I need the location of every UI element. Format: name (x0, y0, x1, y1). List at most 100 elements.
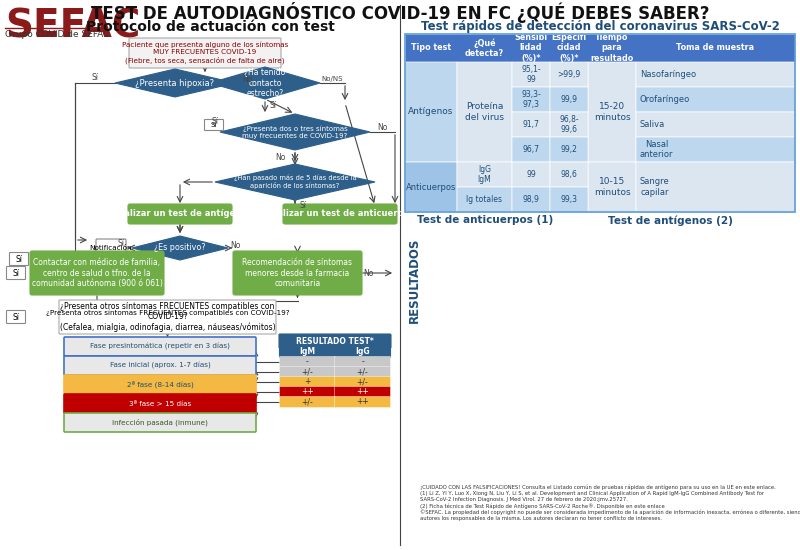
FancyBboxPatch shape (64, 356, 256, 375)
Text: +/-: +/- (302, 367, 314, 377)
Text: Test de anticuerpos (1): Test de anticuerpos (1) (417, 215, 553, 225)
Text: Proteína
del virus: Proteína del virus (465, 102, 504, 122)
Text: Paciente que presenta alguno de los síntomas
MUY FRECUENTES COVID-19
(Fiebre, to: Paciente que presenta alguno de los sínt… (122, 42, 288, 64)
FancyBboxPatch shape (550, 137, 588, 162)
Text: No: No (377, 124, 387, 133)
FancyBboxPatch shape (636, 62, 795, 87)
Text: 3ª fase > 15 días: 3ª fase > 15 días (129, 400, 191, 406)
FancyBboxPatch shape (457, 162, 512, 187)
FancyBboxPatch shape (588, 62, 636, 162)
FancyBboxPatch shape (10, 252, 29, 266)
Text: Sí: Sí (117, 239, 124, 248)
Text: 98,6: 98,6 (561, 170, 578, 179)
FancyBboxPatch shape (636, 87, 795, 112)
FancyBboxPatch shape (334, 366, 390, 377)
Text: Fase inicial (aprox. 1-7 días): Fase inicial (aprox. 1-7 días) (110, 362, 210, 369)
FancyBboxPatch shape (279, 346, 335, 358)
Text: Sí: Sí (91, 74, 98, 82)
Text: Especifi
cidad
(%)*: Especifi cidad (%)* (551, 33, 586, 63)
Polygon shape (132, 236, 228, 260)
FancyBboxPatch shape (128, 204, 232, 224)
FancyBboxPatch shape (405, 162, 457, 212)
Text: -: - (361, 358, 364, 366)
Text: +: + (304, 377, 310, 387)
Polygon shape (215, 164, 375, 200)
FancyBboxPatch shape (6, 267, 26, 279)
Text: RESULTADOS: RESULTADOS (408, 237, 421, 323)
Text: 10-15
minutos: 10-15 minutos (594, 177, 630, 197)
Text: No: No (230, 240, 240, 250)
Text: 99,3: 99,3 (561, 195, 578, 204)
FancyBboxPatch shape (64, 394, 256, 413)
Text: ¿Presenta dos o tres síntomas
muy frecuentes de COVID-19?: ¿Presenta dos o tres síntomas muy frecue… (242, 125, 348, 139)
FancyBboxPatch shape (550, 112, 588, 137)
Text: 99,2: 99,2 (561, 145, 578, 154)
FancyBboxPatch shape (30, 251, 164, 295)
FancyBboxPatch shape (279, 366, 335, 377)
FancyBboxPatch shape (512, 62, 550, 87)
Text: -: - (306, 358, 309, 366)
Text: Tipo test: Tipo test (411, 43, 451, 52)
Text: Tiempo
para
resultado: Tiempo para resultado (590, 33, 634, 63)
FancyBboxPatch shape (129, 38, 281, 68)
FancyBboxPatch shape (636, 137, 795, 162)
Text: No: No (363, 268, 373, 278)
FancyBboxPatch shape (550, 187, 588, 212)
FancyBboxPatch shape (512, 87, 550, 112)
Text: ¿Presenta hipoxia?: ¿Presenta hipoxia? (135, 79, 214, 87)
Text: No: No (275, 152, 285, 162)
Text: ¿Qué
detecta?: ¿Qué detecta? (465, 38, 504, 58)
FancyBboxPatch shape (59, 300, 276, 334)
FancyBboxPatch shape (283, 204, 397, 224)
FancyBboxPatch shape (550, 87, 588, 112)
Text: 98,9: 98,9 (522, 195, 539, 204)
FancyBboxPatch shape (512, 187, 550, 212)
FancyBboxPatch shape (457, 62, 512, 162)
Text: SEFAC: SEFAC (5, 8, 140, 46)
Text: Recomendación de síntomas
menores desde la farmacia
comunitaria: Recomendación de síntomas menores desde … (242, 258, 353, 288)
FancyBboxPatch shape (512, 137, 550, 162)
Text: 95,1-
99: 95,1- 99 (521, 65, 541, 84)
Text: 2ª fase (8-14 días): 2ª fase (8-14 días) (126, 381, 194, 388)
Text: Orofaríngeo: Orofaríngeo (640, 95, 690, 104)
Text: Sí: Sí (13, 268, 19, 278)
Text: Ig totales: Ig totales (466, 195, 502, 204)
FancyBboxPatch shape (6, 311, 26, 323)
Text: 99: 99 (526, 170, 536, 179)
Text: Sí: Sí (299, 201, 306, 211)
Text: IgG: IgG (355, 348, 370, 356)
Text: ++: ++ (301, 388, 314, 397)
FancyBboxPatch shape (279, 377, 335, 388)
FancyBboxPatch shape (334, 356, 390, 367)
Polygon shape (115, 69, 235, 97)
Polygon shape (220, 114, 370, 150)
Text: Realizar un test de antígeno: Realizar un test de antígeno (113, 210, 247, 218)
Text: Realizar un test de anticuerpos: Realizar un test de anticuerpos (266, 210, 414, 218)
Text: Sí: Sí (211, 118, 218, 127)
Text: 15-20
minutos: 15-20 minutos (594, 102, 630, 122)
Text: Fase presintomática (repetir en 3 días): Fase presintomática (repetir en 3 días) (90, 343, 230, 350)
Text: +/-: +/- (357, 377, 368, 387)
Text: Anticuerpos: Anticuerpos (406, 183, 456, 191)
Text: IgG
IgM: IgG IgM (478, 165, 491, 184)
FancyBboxPatch shape (279, 356, 335, 367)
FancyBboxPatch shape (588, 162, 636, 212)
FancyBboxPatch shape (457, 187, 512, 212)
FancyBboxPatch shape (233, 251, 362, 295)
FancyBboxPatch shape (550, 162, 588, 187)
FancyBboxPatch shape (636, 112, 795, 137)
Text: +/-: +/- (302, 398, 314, 406)
Text: Infección pasada (inmune): Infección pasada (inmune) (112, 419, 208, 426)
Text: ¡CUIDADO CON LAS FALSIFICACIONES! Consulta el Listado común de pruebas rápidas d: ¡CUIDADO CON LAS FALSIFICACIONES! Consul… (420, 485, 800, 521)
FancyBboxPatch shape (405, 62, 457, 162)
FancyBboxPatch shape (334, 377, 390, 388)
Text: Antígenos: Antígenos (408, 107, 454, 117)
Text: Saliva: Saliva (640, 120, 666, 129)
Text: No/NS: No/NS (322, 76, 342, 82)
Text: ¿Presenta otros síntomas FRECUENTES compatibles con
COVID-19?
(Cefalea, mialgia,: ¿Presenta otros síntomas FRECUENTES comp… (60, 302, 275, 332)
Text: Test rápidos de detección del coronavirus SARS-CoV-2: Test rápidos de detección del coronaviru… (421, 20, 779, 33)
Text: 96,7: 96,7 (522, 145, 539, 154)
Text: Sí: Sí (211, 122, 217, 128)
Text: ++: ++ (356, 388, 369, 397)
Text: TEST DE AUTODIAGNÓSTICO COVID-19 EN FC ¿QUÉ DEBES SABER?: TEST DE AUTODIAGNÓSTICO COVID-19 EN FC ¿… (90, 2, 710, 23)
